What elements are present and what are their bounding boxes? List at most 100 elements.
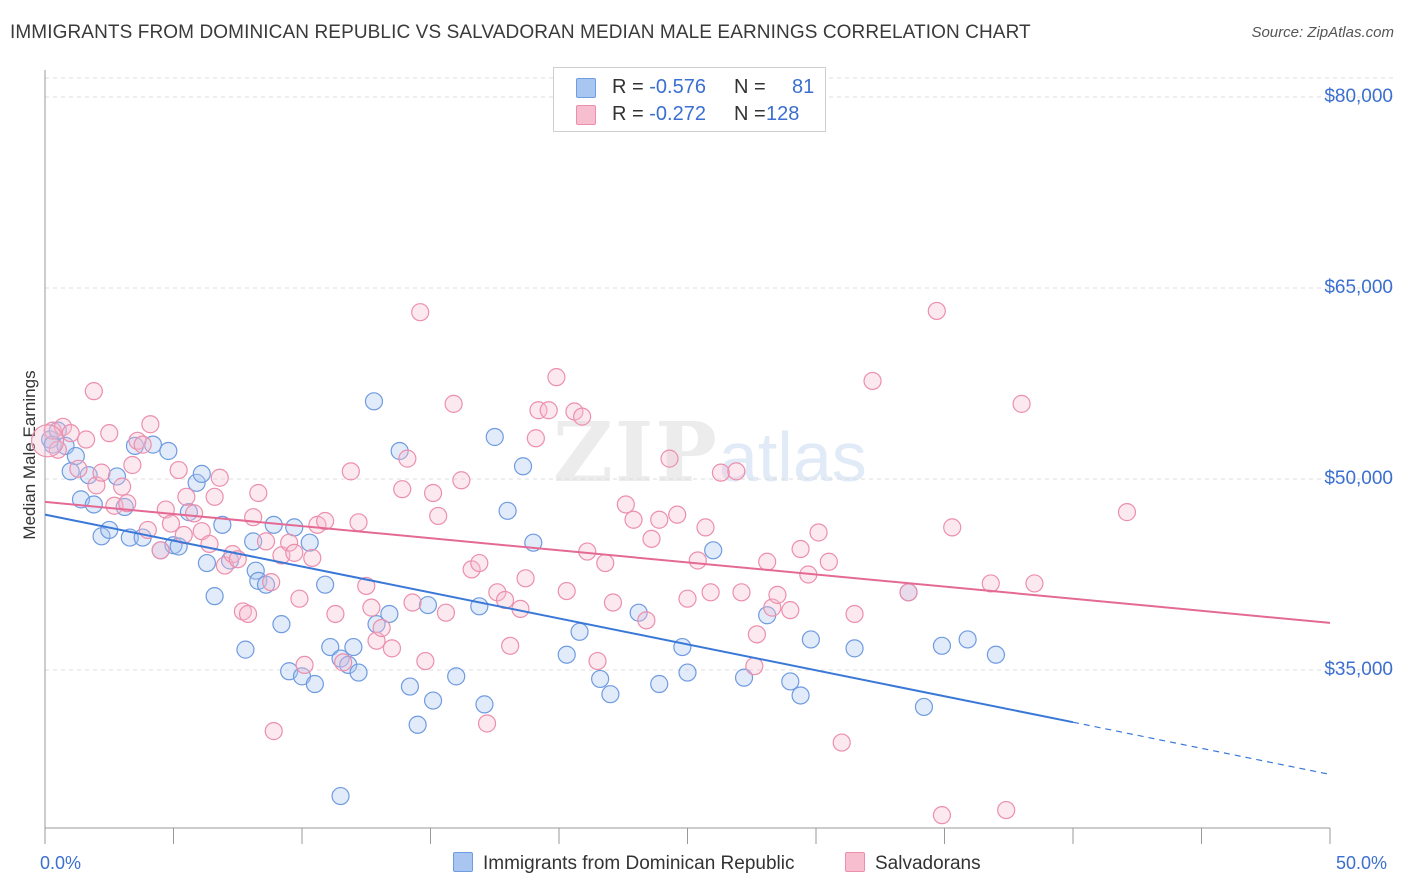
data-point-dominican (845, 639, 864, 658)
data-point-dominican (236, 640, 255, 659)
data-point-salvadoran (596, 553, 615, 573)
data-point-salvadoran (372, 618, 391, 638)
data-point-dominican (475, 695, 494, 714)
data-point-salvadoran (981, 574, 1000, 593)
data-point-dominican (958, 630, 977, 649)
legend-n-label: N = (734, 76, 766, 98)
data-point-salvadoran (285, 543, 304, 562)
legend-n-value: 81 (792, 76, 815, 98)
data-point-salvadoran (711, 463, 731, 482)
data-point-dominican (125, 436, 145, 455)
data-point-salvadoran (303, 548, 322, 568)
data-point-dominican (159, 441, 178, 461)
data-point-salvadoran (470, 553, 489, 573)
data-point-dominican (364, 392, 384, 411)
data-point-salvadoran (809, 523, 828, 542)
data-point-salvadoran (1012, 394, 1031, 413)
data-point-salvadoran (642, 529, 661, 548)
y-tick-label: $80,000 (1324, 86, 1393, 107)
data-point-salvadoran (516, 569, 535, 588)
data-point-dominican (986, 645, 1006, 664)
legend-swatch-blue (453, 852, 473, 872)
data-point-salvadoran (660, 449, 679, 468)
data-point-salvadoran (688, 551, 707, 570)
data-point-salvadoran (326, 604, 345, 624)
data-point-salvadoran (758, 552, 777, 571)
data-point-salvadoran (210, 468, 229, 487)
data-point-salvadoran (349, 513, 368, 532)
legend-r-value: -0.272 (649, 103, 706, 125)
data-point-dominican (197, 553, 217, 573)
data-point-salvadoran (588, 651, 607, 671)
data-point-dominican (305, 674, 324, 694)
data-point-salvadoran (444, 394, 463, 413)
grid-lines (45, 77, 1395, 671)
data-point-dominican (187, 473, 206, 492)
data-point-salvadoran (334, 653, 353, 672)
legend-item-dominican[interactable]: Immigrants from Dominican Republic (453, 852, 795, 875)
series-dominican-points (41, 392, 1006, 806)
legend-n-label: N = (734, 103, 766, 125)
data-point-salvadoran (112, 477, 132, 496)
data-point-dominican (344, 637, 363, 657)
data-point-dominican (380, 604, 399, 624)
data-point-salvadoran (997, 800, 1016, 820)
data-point-dominican (570, 622, 589, 641)
chart-title: IMMIGRANTS FROM DOMINICAN REPUBLIC VS SA… (10, 22, 1031, 43)
data-point-salvadoran (77, 430, 96, 449)
data-point-salvadoran (573, 407, 592, 426)
data-point-salvadoran (781, 601, 800, 620)
series-salvadoran-points (30, 301, 1137, 825)
y-tick-label: $35,000 (1324, 659, 1393, 680)
data-point-salvadoran (151, 541, 170, 560)
legend-swatch-pink (845, 852, 865, 872)
data-point-salvadoran (141, 415, 160, 434)
data-point-salvadoran (547, 368, 566, 387)
data-point-salvadoran (932, 806, 952, 825)
data-point-salvadoran (526, 429, 545, 448)
x-tick-max: 50.0% (1336, 853, 1388, 873)
y-tick-label: $50,000 (1324, 468, 1393, 489)
trend-lines (44, 500, 1331, 776)
data-point-dominican (629, 603, 648, 622)
legend-r-label: R = (612, 103, 644, 125)
data-point-salvadoran (863, 371, 882, 391)
x-tick-min: 0.0% (40, 853, 82, 873)
data-point-dominican (300, 533, 319, 552)
data-point-salvadoran (100, 424, 119, 443)
data-point-dominican (331, 786, 350, 806)
data-point-salvadoran (927, 301, 946, 321)
data-point-dominican (100, 520, 119, 540)
data-point-dominican (423, 691, 443, 710)
watermark-zip: ZIP (553, 405, 719, 501)
data-point-salvadoran (557, 581, 576, 601)
trend-line-salvadoran (44, 500, 1331, 624)
source-credit: Source: ZipAtlas.com (1251, 24, 1394, 41)
data-point-dominican (447, 667, 466, 686)
data-point-salvadoran (436, 603, 456, 622)
data-point-salvadoran (118, 494, 137, 513)
data-point-salvadoran (290, 589, 309, 608)
data-point-salvadoran (678, 589, 697, 608)
data-point-salvadoran (280, 533, 299, 552)
data-point-salvadoran (84, 382, 103, 401)
data-point-dominican (400, 677, 420, 696)
data-point-dominican (781, 672, 800, 691)
data-point-salvadoran (48, 440, 67, 459)
data-point-salvadoran (668, 505, 687, 524)
data-point-salvadoran (256, 532, 276, 551)
data-point-salvadoran (423, 483, 443, 503)
trend-line-dominican (44, 513, 1074, 724)
data-point-salvadoran (61, 424, 80, 443)
data-point-dominican (244, 532, 263, 551)
legend-item-salvadoran[interactable]: Salvadorans (845, 852, 981, 875)
data-point-dominican (285, 518, 304, 537)
legend-swatch-pink (576, 105, 596, 125)
data-point-dominican (678, 663, 697, 682)
data-point-salvadoran (529, 401, 548, 420)
data-point-salvadoran (382, 639, 402, 658)
data-point-salvadoran (603, 593, 623, 612)
data-point-salvadoran (177, 487, 196, 506)
data-point-dominican (192, 464, 211, 484)
